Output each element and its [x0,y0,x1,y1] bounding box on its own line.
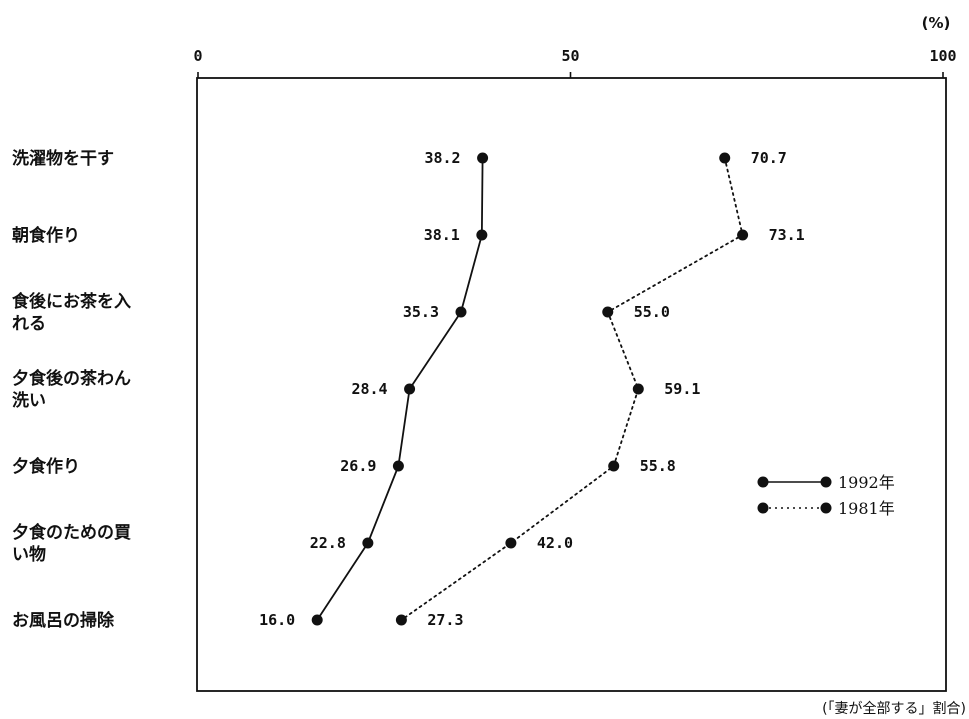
data-label: 35.3 [403,303,439,321]
series-0: 38.2 38.1 35.3 28.4 26.9 22.8 16.0 [259,149,489,629]
data-point [632,383,644,395]
data-point [455,306,467,318]
category-labels: 洗濯物を干す朝食作り食後にお茶を入れる夕食後の茶わん洗い夕食作り夕食のための買い… [12,148,131,631]
x-tick-label: 50 [561,47,579,65]
data-label: 73.1 [769,226,805,244]
category-label: 食後にお茶を入れる [12,291,131,334]
data-point [737,229,749,241]
data-label: 28.4 [351,380,387,398]
x-axis-ticks: 0 50 100 [193,47,957,78]
legend-label: 1981年 [838,499,895,518]
data-point [404,383,416,395]
data-point [311,614,323,626]
data-point [608,460,620,472]
data-label: 42.0 [537,534,573,552]
category-label: 朝食作り [12,225,80,246]
data-label: 70.7 [751,149,787,167]
category-label: 洗濯物を干す [12,148,114,169]
category-label: 夕食のための買い物 [12,522,131,565]
data-label: 26.9 [340,457,376,475]
category-label: 夕食後の茶わん洗い [12,368,131,411]
legend-marker [757,502,769,514]
note-label: (「妻が全部する」割合) [822,700,966,717]
x-tick-label: 100 [929,47,956,65]
data-point [602,306,614,318]
data-label: 22.8 [310,534,346,552]
data-label: 38.2 [424,149,460,167]
data-label: 55.8 [640,457,676,475]
plot-frame [196,77,947,692]
category-label: 夕食作り [12,456,80,477]
data-point [392,460,404,472]
data-point [477,152,489,164]
data-point [719,152,731,164]
data-label: 55.0 [634,303,670,321]
data-point [362,537,374,549]
data-point [476,229,488,241]
series-layer: 38.2 38.1 35.3 28.4 26.9 22.8 16.0 70.7 73.1 55.0… [259,149,805,629]
legend-marker [820,476,832,488]
data-label: 59.1 [664,380,700,398]
data-point [395,614,407,626]
legend-marker [757,476,769,488]
data-point [505,537,517,549]
legend-marker [820,502,832,514]
data-label: 38.1 [424,226,460,244]
legend: 1992年 1981年 [757,473,895,518]
series-1: 70.7 73.1 55.0 59.1 55.8 42.0 27.3 [395,149,805,629]
unit-label: (%) [922,14,951,32]
legend-label: 1992年 [838,473,895,492]
x-tick-label: 0 [193,47,202,65]
category-label: お風呂の掃除 [12,610,115,631]
data-label: 16.0 [259,611,295,629]
data-label: 27.3 [427,611,463,629]
